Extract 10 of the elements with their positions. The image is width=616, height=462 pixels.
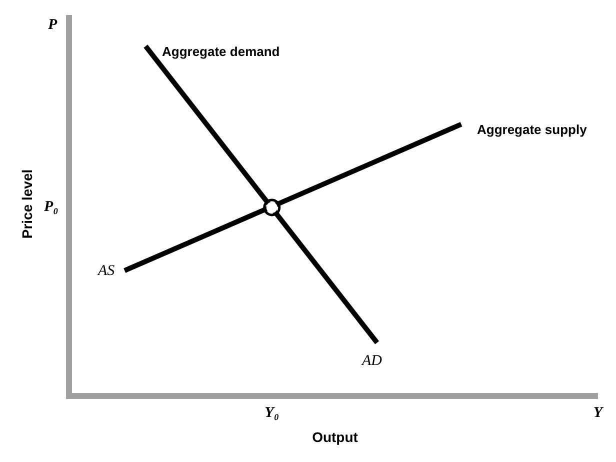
annotation: AD (361, 353, 382, 369)
x-tick-label: Y (593, 405, 604, 421)
y-axis-title: Price level (19, 169, 36, 239)
text: P (48, 17, 58, 33)
text: P₀ (44, 199, 58, 215)
series-label: Aggregate demand (162, 44, 280, 59)
annotation: AS (97, 263, 116, 279)
x-tick-label: Y₀ (264, 405, 280, 421)
x-axis-title: Output (312, 428, 358, 445)
series-label: Aggregate supply (477, 122, 588, 137)
